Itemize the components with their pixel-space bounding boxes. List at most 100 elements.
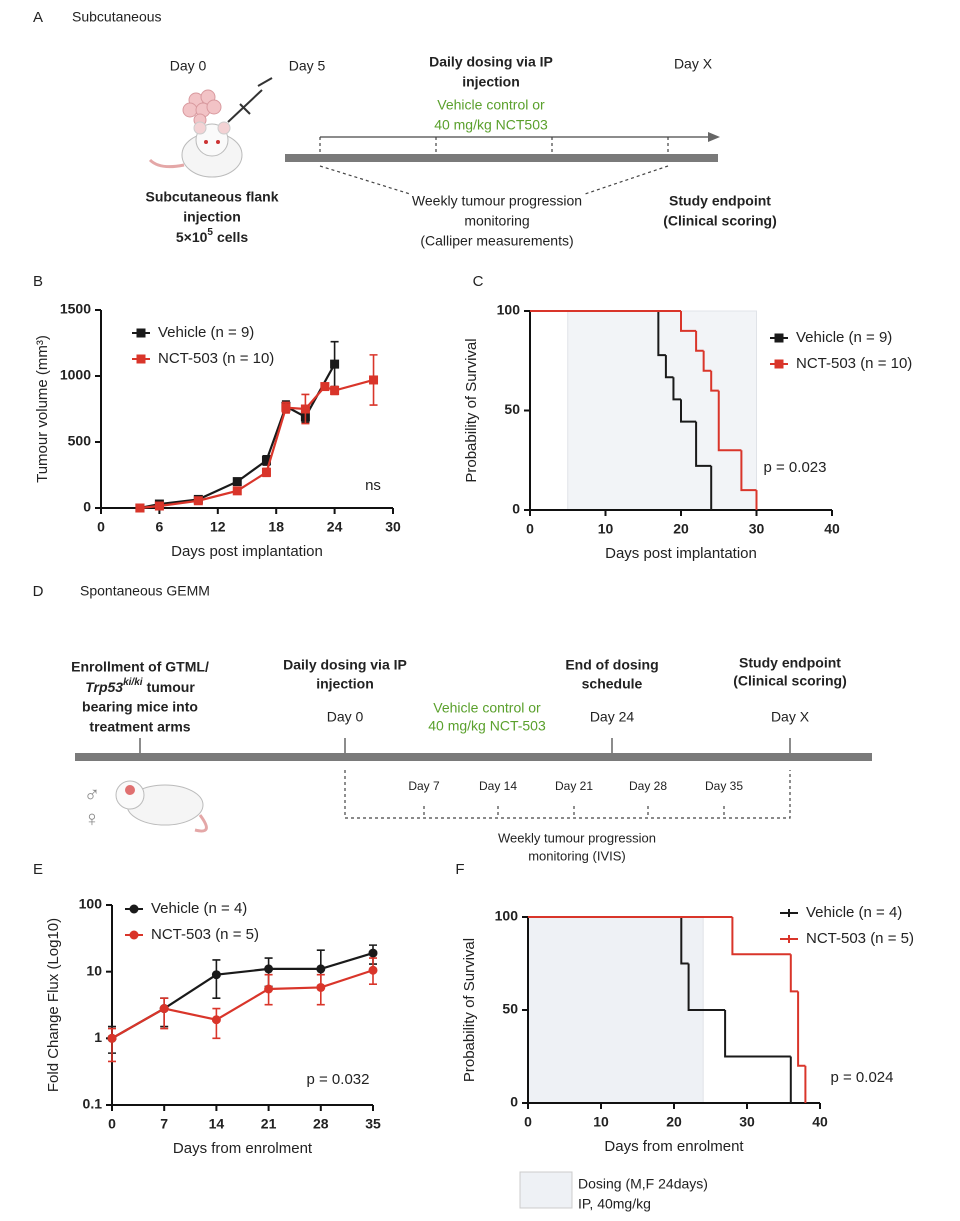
y-tick-label: 1000 [60,367,91,383]
x-tick-label: 6 [156,519,164,535]
x-tick-label: 40 [812,1114,828,1130]
x-axis-title: Days post implantation [171,543,323,560]
marker [368,965,378,975]
y-tick-label: 50 [504,401,520,417]
dosing-legend-box [519,1171,573,1209]
legend-label: Vehicle (n = 9) [796,329,892,346]
label: Day 5 [289,58,326,74]
label: Day 21 [555,779,593,793]
survival-step [680,399,697,423]
x-tick-label: 30 [739,1114,755,1130]
shade-legend-label: Dosing (M,F 24days) [578,1176,708,1192]
panel-title: Spontaneous GEMM [80,583,210,599]
syringe-icon [227,77,273,123]
x-tick-label: 0 [97,519,105,535]
y-tick-label: 100 [79,896,103,912]
label: End of dosing [565,657,658,673]
label: bearing mice into [82,699,198,715]
label: 40 mg/kg NCT503 [434,117,548,133]
cells-exponent: 5 [207,227,213,238]
series-line [139,378,374,510]
shade-legend-label: IP, 40mg/kg [578,1196,651,1212]
marker [330,359,340,369]
marker [261,467,271,477]
panel-label: E [33,861,43,878]
survival-step [695,421,712,467]
marker [264,984,274,994]
marker [281,403,291,413]
label: (Calliper measurements) [420,233,573,249]
survival-step [702,350,712,372]
sex-symbol: ♀ [84,806,101,831]
marker [261,455,271,465]
label: Day X [771,709,810,725]
label: Subcutaneous flank [145,189,278,205]
marker [211,1015,221,1025]
marker [369,375,379,385]
x-tick-label: 28 [313,1116,329,1132]
label: Weekly tumour progression [498,830,656,845]
x-tick-label: 10 [598,521,614,537]
survival-step [710,370,719,392]
cells-base: 5×10 [176,229,208,245]
x-tick-label: 12 [210,519,226,535]
x-tick-label: 21 [261,1116,277,1132]
mouse-icon [115,780,208,833]
panel-label: D [33,583,44,600]
survival-step [717,390,742,452]
gene-rest: tumour [147,679,196,695]
gene-superscript: ki/ki [123,677,143,688]
survival-step [664,355,674,379]
marker [330,386,340,396]
error-bar [160,997,169,1030]
mouse-icon [148,121,243,178]
x-tick-label: 20 [666,1114,682,1130]
marker [193,496,203,506]
gene-label: Trp53ki/ki tumour [85,677,195,695]
x-tick-label: 40 [824,521,840,537]
panel-label: C [473,273,484,290]
y-axis-title: Fold Change Flux (Log10) [45,918,62,1092]
dosing-shade [527,916,704,1104]
y-axis-title: Probability of Survival [463,338,480,482]
survival-step [680,917,689,965]
x-tick-label: 0 [108,1116,116,1132]
label: Study endpoint [739,655,841,671]
label: Daily dosing via IP [283,657,407,673]
x-tick-label: 20 [673,521,689,537]
marker [159,1004,169,1014]
chart-0: 0 6 12 18 24 30 0 500 1000 1500 Days post implanta… [34,301,401,560]
y-tick-label: 0 [510,1094,518,1110]
label: Study endpoint [669,193,771,209]
legend-label: Vehicle (n = 9) [158,324,254,341]
survival-step [680,311,697,332]
legend-label: NCT-503 (n = 5) [806,930,914,947]
marker [232,486,242,496]
chart-1: 0 10 20 30 40 0 50 100 Days post implantation Pro… [463,302,912,562]
legend-label: NCT-503 (n = 10) [158,350,274,367]
series-line [111,969,374,1040]
annotation: p = 0.032 [307,1071,370,1088]
timeline-bar [285,154,718,162]
label: Day 14 [479,779,517,793]
x-axis-title: Days post implantation [605,545,757,562]
label: treatment arms [89,719,190,735]
dashes [319,137,669,195]
label: Vehicle control or [433,700,541,716]
x-tick-label: 30 [749,521,765,537]
chart-3: 0 10 20 30 40 0 50 100 Days from enrolment Probab… [461,904,914,1212]
survival-step [687,963,726,1011]
label: Weekly tumour progression [412,193,582,209]
label: Day 0 [170,58,207,74]
x-tick-label: 35 [365,1116,381,1132]
y-tick-label: 1500 [60,301,91,317]
label: 40 mg/kg NCT-503 [428,718,546,734]
marker [316,964,326,974]
panel-label: F [455,861,464,878]
y-tick-label: 500 [68,433,92,449]
label: injection [462,74,520,90]
survival-step [731,917,791,956]
label: Day 24 [590,709,635,725]
